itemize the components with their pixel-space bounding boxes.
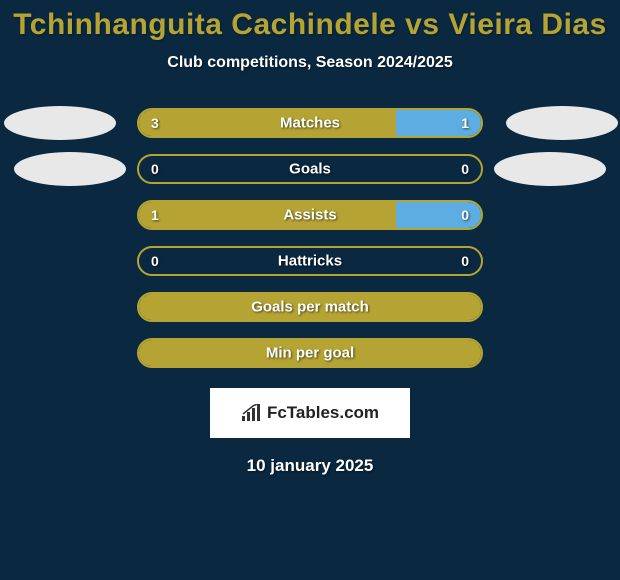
stat-label: Hattricks bbox=[139, 253, 481, 270]
bar-left-fill bbox=[139, 340, 481, 366]
player-avatar-right bbox=[506, 106, 618, 140]
bar-left-fill bbox=[139, 294, 481, 320]
stat-bar: Hattricks0 0 bbox=[137, 246, 483, 276]
bar-left-fill bbox=[139, 110, 396, 136]
player-avatar-left bbox=[4, 106, 116, 140]
stat-row: Goals per match bbox=[0, 292, 620, 322]
stat-row: Hattricks0 0 bbox=[0, 246, 620, 276]
stat-value-left: 0 bbox=[151, 161, 159, 177]
stats-list: Matches31Goals00Assists10Hattricks00Goal… bbox=[0, 108, 620, 368]
stat-bar: Min per goal bbox=[137, 338, 483, 368]
stat-value-right: 0 bbox=[461, 253, 469, 269]
stat-bar: Assists10 bbox=[137, 200, 483, 230]
bar-right-fill bbox=[396, 110, 482, 136]
player-avatar-left bbox=[14, 152, 126, 186]
stat-bar: Goals0 0 bbox=[137, 154, 483, 184]
stat-row: Assists10 bbox=[0, 200, 620, 230]
bar-left-fill bbox=[139, 202, 396, 228]
stat-row: Goals0 0 bbox=[0, 154, 620, 184]
brand-text: FcTables.com bbox=[241, 403, 379, 423]
comparison-subtitle: Club competitions, Season 2024/2025 bbox=[167, 54, 452, 72]
stat-label: Goals bbox=[139, 161, 481, 178]
stat-row: Matches31 bbox=[0, 108, 620, 138]
brand-box: FcTables.com bbox=[210, 388, 410, 438]
player-avatar-right bbox=[494, 152, 606, 186]
stat-row: Min per goal bbox=[0, 338, 620, 368]
stat-bar: Matches31 bbox=[137, 108, 483, 138]
stat-bar: Goals per match bbox=[137, 292, 483, 322]
stat-value-right: 0 bbox=[461, 161, 469, 177]
comparison-title: Tchinhanguita Cachindele vs Vieira Dias bbox=[13, 8, 607, 42]
chart-icon bbox=[241, 404, 263, 422]
stat-value-left: 0 bbox=[151, 253, 159, 269]
bar-right-fill bbox=[396, 202, 482, 228]
date-text: 10 january 2025 bbox=[247, 456, 374, 476]
brand-label: FcTables.com bbox=[267, 403, 379, 423]
